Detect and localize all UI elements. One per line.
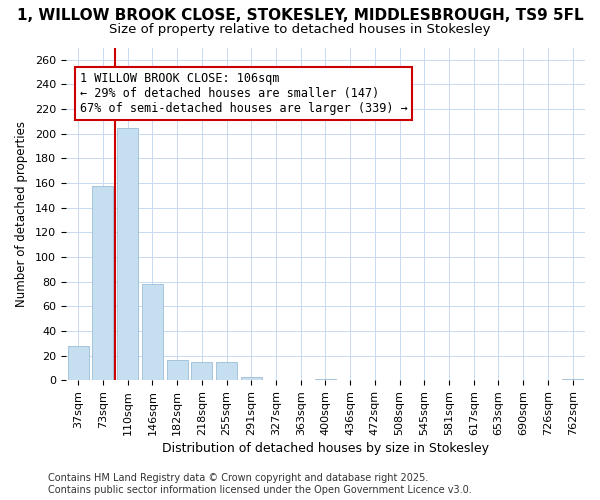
Text: 1, WILLOW BROOK CLOSE, STOKESLEY, MIDDLESBROUGH, TS9 5FL: 1, WILLOW BROOK CLOSE, STOKESLEY, MIDDLE… <box>17 8 583 22</box>
X-axis label: Distribution of detached houses by size in Stokesley: Distribution of detached houses by size … <box>162 442 489 455</box>
Bar <box>142 284 163 380</box>
Bar <box>216 362 237 380</box>
Bar <box>167 360 188 380</box>
Bar <box>92 186 113 380</box>
Text: Contains HM Land Registry data © Crown copyright and database right 2025.
Contai: Contains HM Land Registry data © Crown c… <box>48 474 472 495</box>
Bar <box>241 376 262 380</box>
Text: 1 WILLOW BROOK CLOSE: 106sqm
← 29% of detached houses are smaller (147)
67% of s: 1 WILLOW BROOK CLOSE: 106sqm ← 29% of de… <box>80 72 407 115</box>
Bar <box>315 379 336 380</box>
Bar <box>191 362 212 380</box>
Y-axis label: Number of detached properties: Number of detached properties <box>15 121 28 307</box>
Bar <box>562 379 583 380</box>
Bar <box>68 346 89 380</box>
Text: Size of property relative to detached houses in Stokesley: Size of property relative to detached ho… <box>109 22 491 36</box>
Bar <box>117 128 138 380</box>
